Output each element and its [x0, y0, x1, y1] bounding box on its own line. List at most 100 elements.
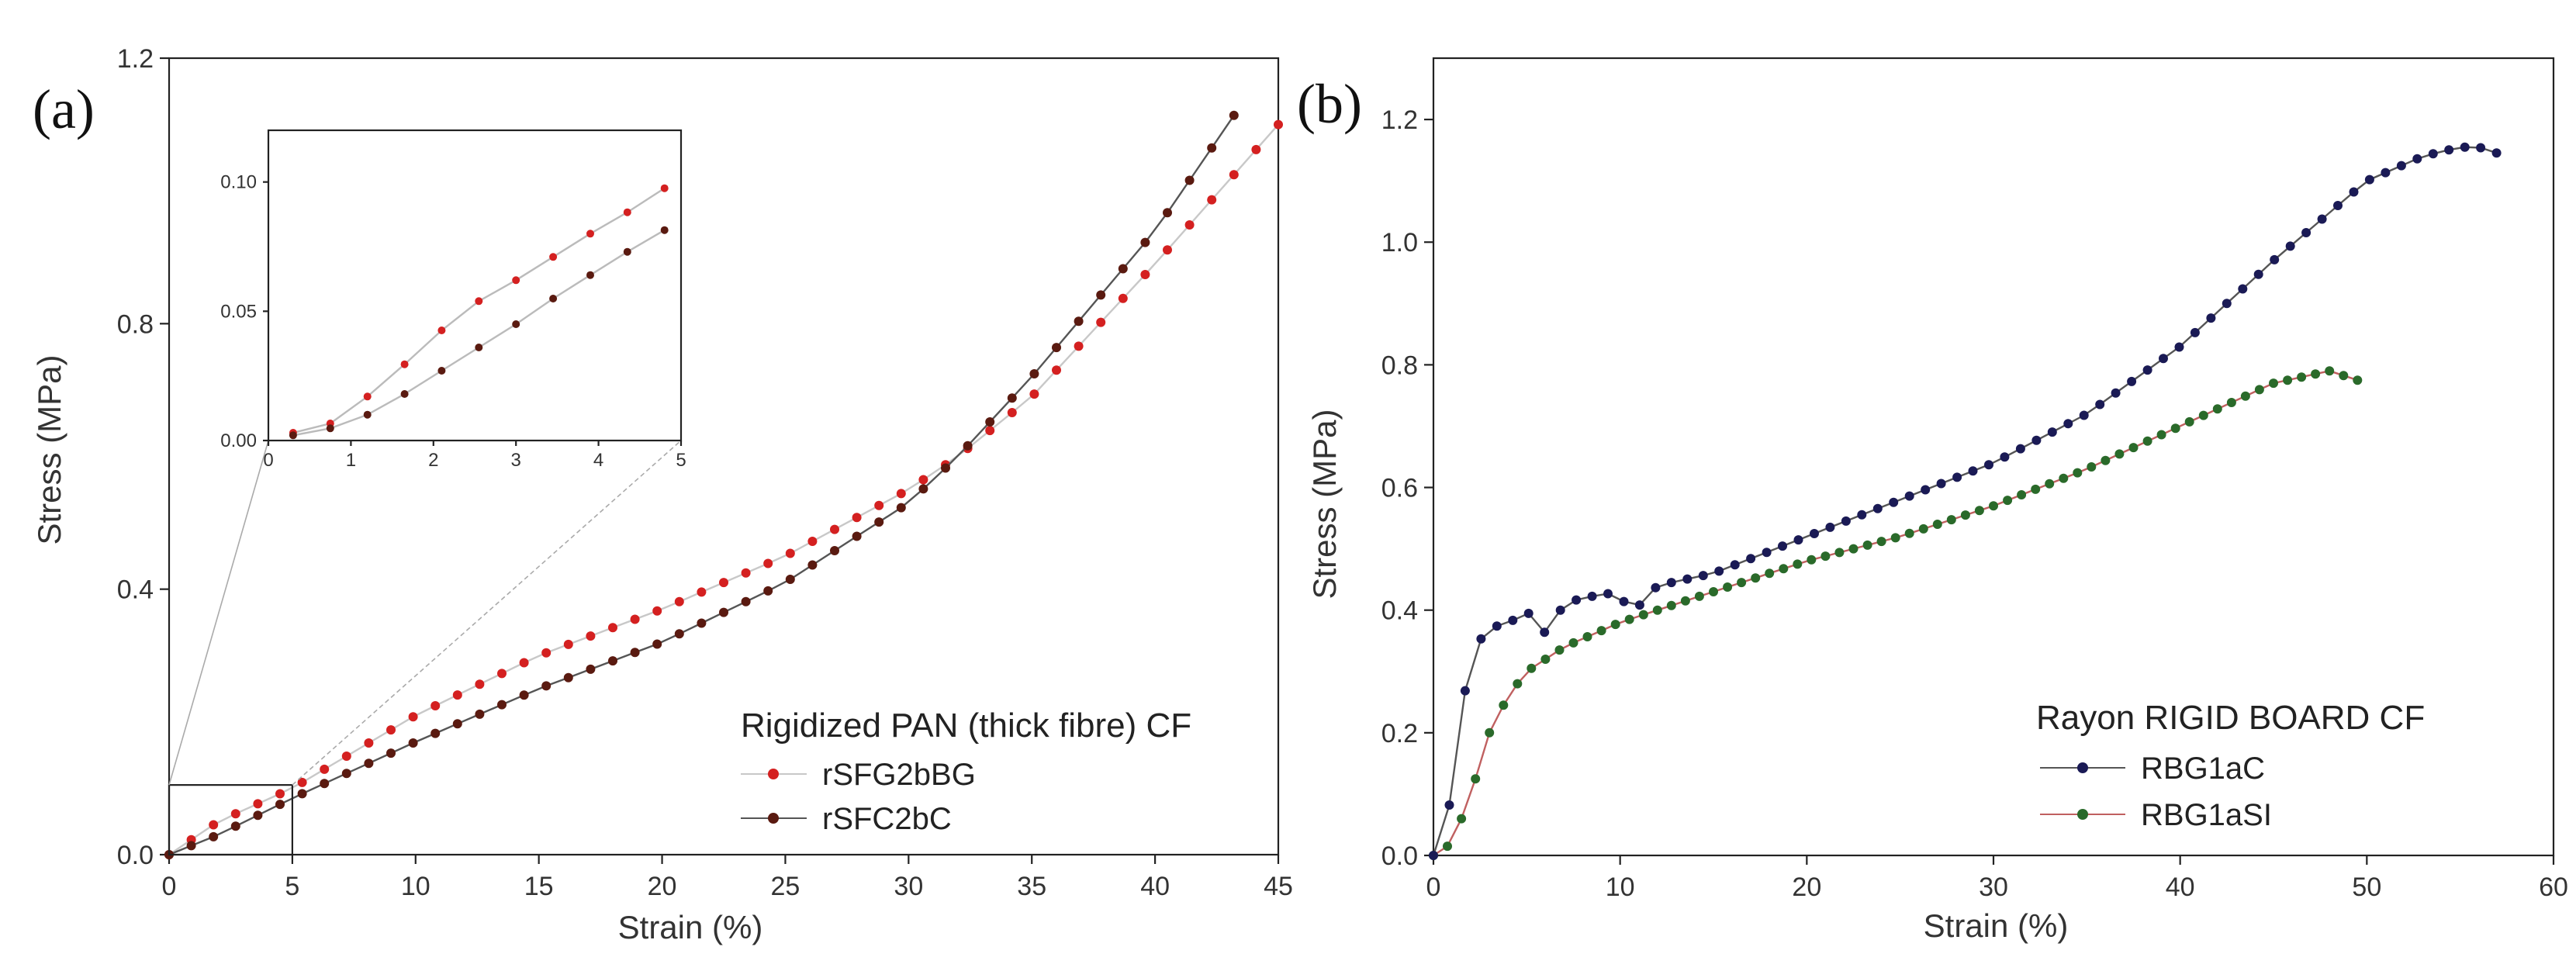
panel-a-inset-series-rSFC2bC-point [363, 410, 372, 419]
panel-b-series-RBG1aC-point [2015, 444, 2025, 454]
panel-b-series-RBG1aSI-point [2087, 462, 2097, 472]
panel-b-series-RBG1aSI-point [1932, 520, 1942, 529]
panel-a-series-rSFG2bBG-point [1074, 341, 1084, 351]
panel-a-x-tick-label: 40 [1140, 872, 1170, 901]
panel-a-inset-series-rSFG2bBG-point [623, 208, 631, 216]
panel-b-legend: Rayon RIGID BOARD CF RBG1aC RBG1aSI [2036, 699, 2425, 832]
panel-a-inset-series-rSFC2bC-point [475, 344, 483, 351]
panel-b-series-RBG1aC-point [1904, 491, 1914, 501]
panel-a-series-rSFG2bBG-point [1229, 170, 1239, 180]
panel-b-series-RBG1aSI-point [1848, 544, 1859, 554]
panel-a-series-rSFC2bC-point [320, 779, 330, 789]
panel-b-series-RBG1aC-point [1921, 485, 1931, 495]
panel-a-series-rSFG2bBG-point [1251, 144, 1261, 154]
panel-b-series-RBG1aC-point [2396, 161, 2406, 171]
panel-a-series-rSFG2bBG-point [1184, 220, 1195, 230]
panel-a-series-rSFC2bC-point [674, 629, 684, 639]
panel-b-series-RBG1aC-point [2428, 149, 2438, 159]
panel-a-series-rSFG2bBG-point [209, 820, 219, 830]
panel-a-series-rSFG2bBG-point [275, 789, 285, 799]
panel-b-series-RBG1aC-point [2000, 452, 2010, 462]
panel-a-series-rSFG2bBG-point [1096, 317, 1106, 327]
panel-a-series-rSFC2bC-point [918, 484, 928, 494]
panel-b-series-RBG1aSI-point [1694, 591, 1704, 601]
panel-a-inset-series-rSFC2bC-point [660, 226, 669, 234]
panel-b-series-RBG1aSI-point [1554, 645, 1565, 655]
panel-b-series-RBG1aSI-point [1723, 582, 1733, 592]
panel-b-series-RBG1aSI-point [1989, 501, 1998, 511]
panel-b-series-RBG1aSI-point [1527, 663, 1537, 673]
panel-a-series-rSFC2bC-point [1140, 237, 1150, 247]
panel-a-series-rSFC2bC-point [741, 596, 751, 606]
panel-b-series-RBG1aSI-point [2297, 372, 2307, 382]
panel-a-series-rSFC2bC-point [763, 586, 773, 596]
panel-b-series-RBG1aC-point [1730, 560, 1740, 570]
panel-b-series-RBG1aC-point [1746, 554, 1756, 564]
panel-a-series-rSFC2bC-point [785, 575, 795, 584]
panel-b-x-tick-label: 60 [2539, 873, 2568, 902]
panel-a-legend-label-1: rSFG2bBG [822, 758, 976, 792]
panel-a-y-axis-title: Stress (MPa) [31, 354, 67, 544]
panel-b-x-tick-label: 0 [1426, 873, 1441, 902]
panel-a-series-rSFG2bBG-point [608, 623, 617, 633]
panel-b-series-RBG1aSI-point [1779, 564, 1789, 574]
panel-a-legend: Rigidized PAN (thick fibre) CF rSFG2bBG … [741, 707, 1191, 836]
panel-a-series-rSFG2bBG-point [297, 777, 307, 787]
panel-a-inset-plot-frame [267, 129, 683, 442]
panel-a-series-rSFG2bBG-point [475, 679, 485, 689]
panel-b-series-RBG1aSI-point [2184, 416, 2194, 427]
panel-b-series-RBG1aC-point [2047, 427, 2057, 437]
panel-b-series-RBG1aC-point [2063, 419, 2073, 429]
panel-a-series-rSFC2bC-point [852, 531, 862, 541]
panel-b-series-RBG1aSI-point [1624, 614, 1634, 624]
panel-b-series-RBG1aC-point [2253, 269, 2263, 279]
panel-a-series-rSFC2bC-point [297, 789, 307, 799]
panel-a-inset-x-tick-label: 1 [346, 450, 356, 471]
panel-a-series-rSFG2bBG-point [1052, 365, 1061, 375]
panel-b-series-RBG1aSI-point [1793, 559, 1803, 569]
panel-a-inset-series-rSFG2bBG-point [660, 184, 669, 192]
panel-a-series-rSFC2bC-point [341, 769, 351, 779]
panel-a-y-tick-label: 0.8 [117, 309, 154, 339]
panel-b-series-RBG1aC-point [2142, 365, 2152, 375]
panel-a-series-rSFG2bBG-point [563, 639, 573, 649]
panel-a-series-rSFG2bBG-point [253, 799, 263, 809]
panel-a-series-rSFC2bC-point [830, 546, 839, 555]
panel-a-inset-y-tick-label: 0.00 [220, 430, 257, 451]
panel-a-series-rSFG2bBG-point [341, 752, 351, 761]
panel-b-series-RBG1aSI-point [2283, 375, 2293, 385]
panel-b-series-RBG1aC-point [1429, 851, 1438, 860]
panel-b-series-RBG1aC-point [1872, 503, 1883, 513]
panel-b-series-RBG1aSI-point [1540, 655, 1551, 664]
panel-a-inset-series-rSFC2bC-point [586, 271, 594, 279]
panel-b-series-RBG1aC-point [2111, 388, 2121, 398]
panel-b-series-RBG1aSI-point [2254, 385, 2264, 395]
panel-a-series-rSFC2bC-point [1118, 264, 1128, 274]
panel-a-series-rSFC2bC-point [1007, 393, 1017, 403]
panel-a-series-rSFG2bBG-point [230, 809, 240, 819]
panel-a-x-axis-title: Strain (%) [618, 909, 763, 945]
panel-a-inset-series-rSFC2bC-point [512, 320, 520, 328]
panel-b-series-RBG1aSI-point [2017, 490, 2027, 499]
panel-b-series-RBG1aC-point [2491, 148, 2502, 158]
panel-a-y-tick-label: 1.2 [117, 44, 154, 74]
panel-b-series-RBG1aSI-point [1443, 841, 1452, 852]
panel-a-series-rSFG2bBG-point [1274, 119, 1283, 130]
panel-b-series-RBG1aSI-point [2353, 375, 2363, 385]
panel-b-series-RBG1aC-point [1444, 800, 1454, 810]
panel-b-series-RBG1aSI-point [2311, 369, 2321, 379]
panel-a-series-rSFG2bBG-point [985, 426, 995, 436]
panel-b-series-RBG1aC-point [1936, 479, 1946, 489]
panel-a-zoom-box [168, 784, 293, 856]
panel-b-series-RBG1aSI-point [1638, 610, 1648, 620]
panel-a-series-rSFG2bBG-point [719, 578, 728, 588]
panel-b-series-RBG1aC-point [2333, 201, 2343, 210]
panel-b-series-RBG1aC-point [1523, 608, 1533, 618]
panel-b-series-RBG1aC-point [1889, 497, 1899, 507]
panel-b-series-RBG1aC-point [2159, 354, 2168, 364]
panel-a-inset-series-rSFC2bC-point [289, 431, 297, 440]
panel-a-series-rSFC2bC-point [1184, 175, 1195, 185]
panel-b-series-RBG1aSI-point [2240, 391, 2250, 401]
panel-b-series-RBG1aC-point [2079, 410, 2089, 420]
